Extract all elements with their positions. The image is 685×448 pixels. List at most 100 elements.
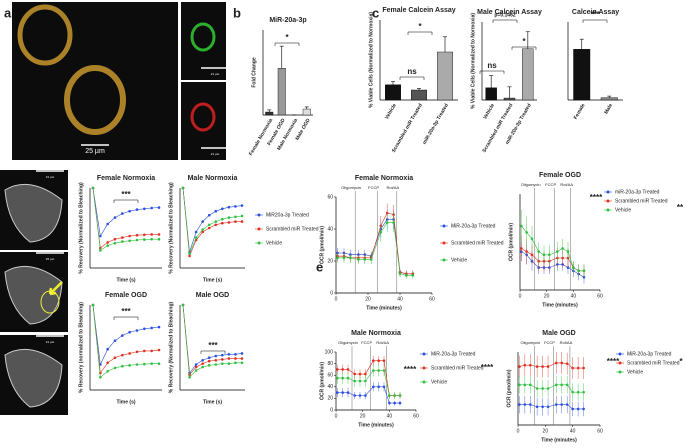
x-tick-label: miR-20a-3p Treated (422, 103, 450, 146)
point (234, 361, 237, 365)
point (523, 383, 527, 387)
y-axis-label: Fold Change (251, 57, 257, 87)
point (541, 365, 544, 368)
bracket (511, 46, 537, 50)
x-tick-label: 20 (360, 413, 366, 419)
point (121, 212, 124, 215)
cell (17, 4, 73, 66)
legend-marker (442, 224, 446, 228)
injection-label: Oligomycin (338, 340, 358, 345)
y-tick-label: 40 (327, 226, 333, 232)
x-tick-label: 0 (517, 428, 520, 434)
chart-title: Female Normoxia (97, 175, 155, 182)
injection-label: Rot/AA (560, 182, 573, 187)
point (135, 363, 139, 366)
point (357, 258, 360, 261)
y-tick-label: 80 (327, 361, 333, 367)
bar (302, 108, 311, 116)
point (582, 366, 585, 370)
point (91, 303, 95, 307)
legend-marker (442, 258, 446, 262)
point (398, 401, 402, 405)
point (576, 407, 580, 411)
legend-marker (422, 352, 426, 356)
bracket (274, 42, 300, 46)
point (214, 223, 218, 227)
y-axis-label: OCR (pmol/min) (508, 223, 514, 261)
point (565, 403, 569, 406)
point (392, 221, 395, 224)
scale-label: 21 µm (46, 340, 55, 344)
point (530, 253, 534, 257)
point (393, 394, 396, 397)
chart-title: Female Normoxia (355, 175, 413, 182)
point (188, 254, 191, 258)
point (372, 359, 375, 363)
point (341, 368, 344, 371)
point (240, 204, 244, 207)
y-tick-label: 60 (327, 373, 333, 379)
legend-marker (618, 352, 622, 356)
point (113, 339, 117, 343)
point (561, 247, 564, 250)
point (572, 266, 575, 269)
point (143, 233, 146, 237)
legend-label: Vehicle (431, 379, 447, 385)
point (363, 258, 367, 261)
legend-marker (618, 361, 622, 365)
annotation: *** (208, 341, 218, 350)
micrograph (181, 82, 226, 160)
point (529, 403, 532, 406)
panel-label: b (233, 5, 241, 20)
point (554, 361, 558, 365)
point (364, 394, 367, 397)
point (194, 236, 198, 239)
series-line (92, 304, 160, 374)
point (240, 220, 244, 223)
point (554, 383, 558, 387)
point (227, 357, 231, 360)
point (240, 352, 244, 355)
point (560, 361, 564, 365)
point (546, 387, 550, 390)
annotation: **** (590, 193, 603, 202)
point (214, 358, 218, 362)
annotation: **** (404, 365, 417, 374)
series-line (337, 222, 413, 276)
point (214, 220, 218, 223)
series-line (182, 304, 243, 374)
legend-marker (422, 380, 426, 384)
micrograph (181, 2, 226, 80)
y-axis-label: % Viable Cells (Normalized to Normoxia) (470, 13, 476, 109)
x-axis-label: Time (minutes) (366, 305, 402, 311)
point (121, 364, 124, 368)
point (150, 349, 153, 353)
annotation: *** (121, 307, 131, 316)
point (336, 256, 339, 260)
point (556, 250, 559, 253)
point (207, 364, 211, 367)
y-axis-label: OCR (pmol/min) (506, 369, 512, 407)
point (234, 357, 237, 360)
legend-label: miR-20a-3p Treated (615, 189, 660, 195)
point (377, 359, 380, 363)
point (188, 252, 191, 255)
legend-label: Scrambled miR Treated (431, 365, 484, 371)
point (523, 403, 527, 406)
point (353, 379, 356, 383)
y-axis-label: OCR (pmol/min) (319, 226, 325, 264)
bar (385, 84, 402, 101)
point (201, 220, 204, 223)
point (121, 334, 124, 337)
point (221, 221, 224, 225)
point (221, 353, 224, 357)
x-axis-label: Time (minutes) (541, 437, 577, 443)
x-axis-label: Time (s) (116, 277, 135, 283)
legend-label: Vehicle (266, 240, 282, 246)
bar (573, 49, 591, 101)
legend-marker (606, 208, 610, 212)
point (194, 369, 198, 372)
y-tick-label: 40 (327, 384, 333, 390)
scale-label: 21 µm (211, 152, 220, 156)
series-line (519, 404, 584, 410)
